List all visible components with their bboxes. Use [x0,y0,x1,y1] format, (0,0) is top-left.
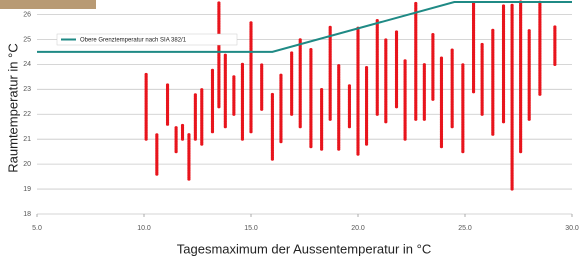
x-tick-label: 15.0 [244,225,258,232]
y-axis-title: Raumtemperatur in °C [5,43,20,172]
x-axis-title: Tagesmaximum der Aussentemperatur in °C [177,241,431,256]
x-tick-label: 20.0 [351,225,365,232]
y-tick-label: 18 [23,211,31,218]
page: {"chart_data": {"type": "range", "x_labe… [0,0,582,258]
chart: Tagesmaximum der Aussentemperatur in °C … [0,0,582,258]
marks [37,2,572,189]
y-tick-label: 21 [23,136,31,143]
y-tick-label: 24 [23,61,31,68]
legend-label: Obere Grenztemperatur nach SIA 382/1 [80,38,187,44]
x-tick-label: 10.0 [137,225,151,232]
y-tick-label: 23 [23,86,31,93]
y-tick-label: 19 [23,186,31,193]
y-tick-label: 26 [23,11,31,18]
y-tick-label: 22 [23,111,31,118]
x-tick-label: 5.0 [32,225,42,232]
x-tick-label: 25.0 [458,225,472,232]
y-tick-label: 25 [23,36,31,43]
x-tick-label: 30.0 [565,225,579,232]
y-tick-label: 20 [23,161,31,168]
photo-fragment [0,0,96,9]
